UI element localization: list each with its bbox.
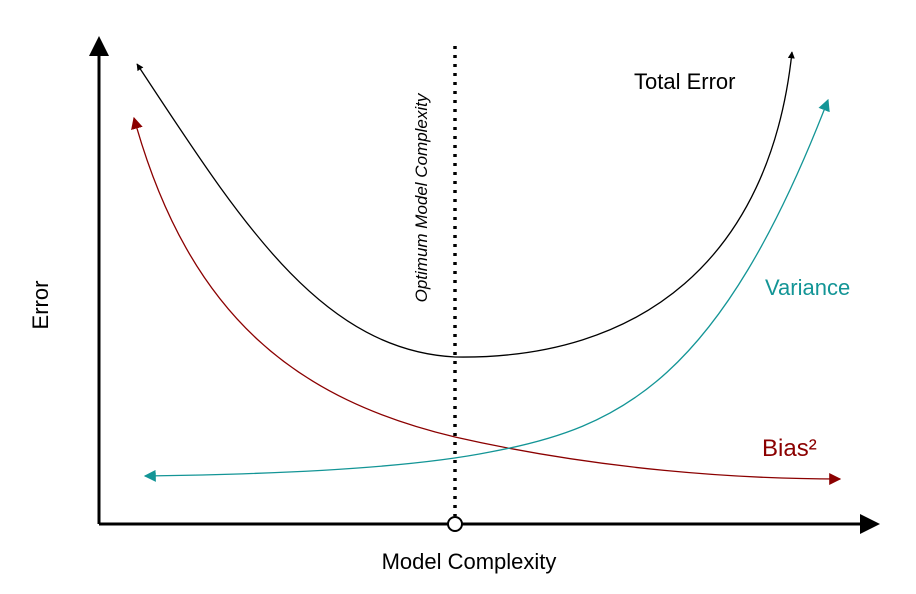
x-axis-arrowhead — [860, 514, 880, 534]
optimum-marker — [447, 516, 463, 532]
y-axis-arrowhead — [89, 36, 109, 56]
bias-label: Bias² — [762, 435, 817, 462]
variance-curve — [143, 98, 830, 482]
y-axis-label: Error — [28, 281, 53, 330]
x-axis-label: Model Complexity — [382, 549, 557, 574]
bias-curve — [131, 116, 842, 485]
variance-label: Variance — [765, 275, 850, 300]
optimum-label: Optimum Model Complexity — [412, 92, 431, 302]
total-error-curve — [136, 51, 795, 358]
total-error-label: Total Error — [634, 69, 735, 94]
